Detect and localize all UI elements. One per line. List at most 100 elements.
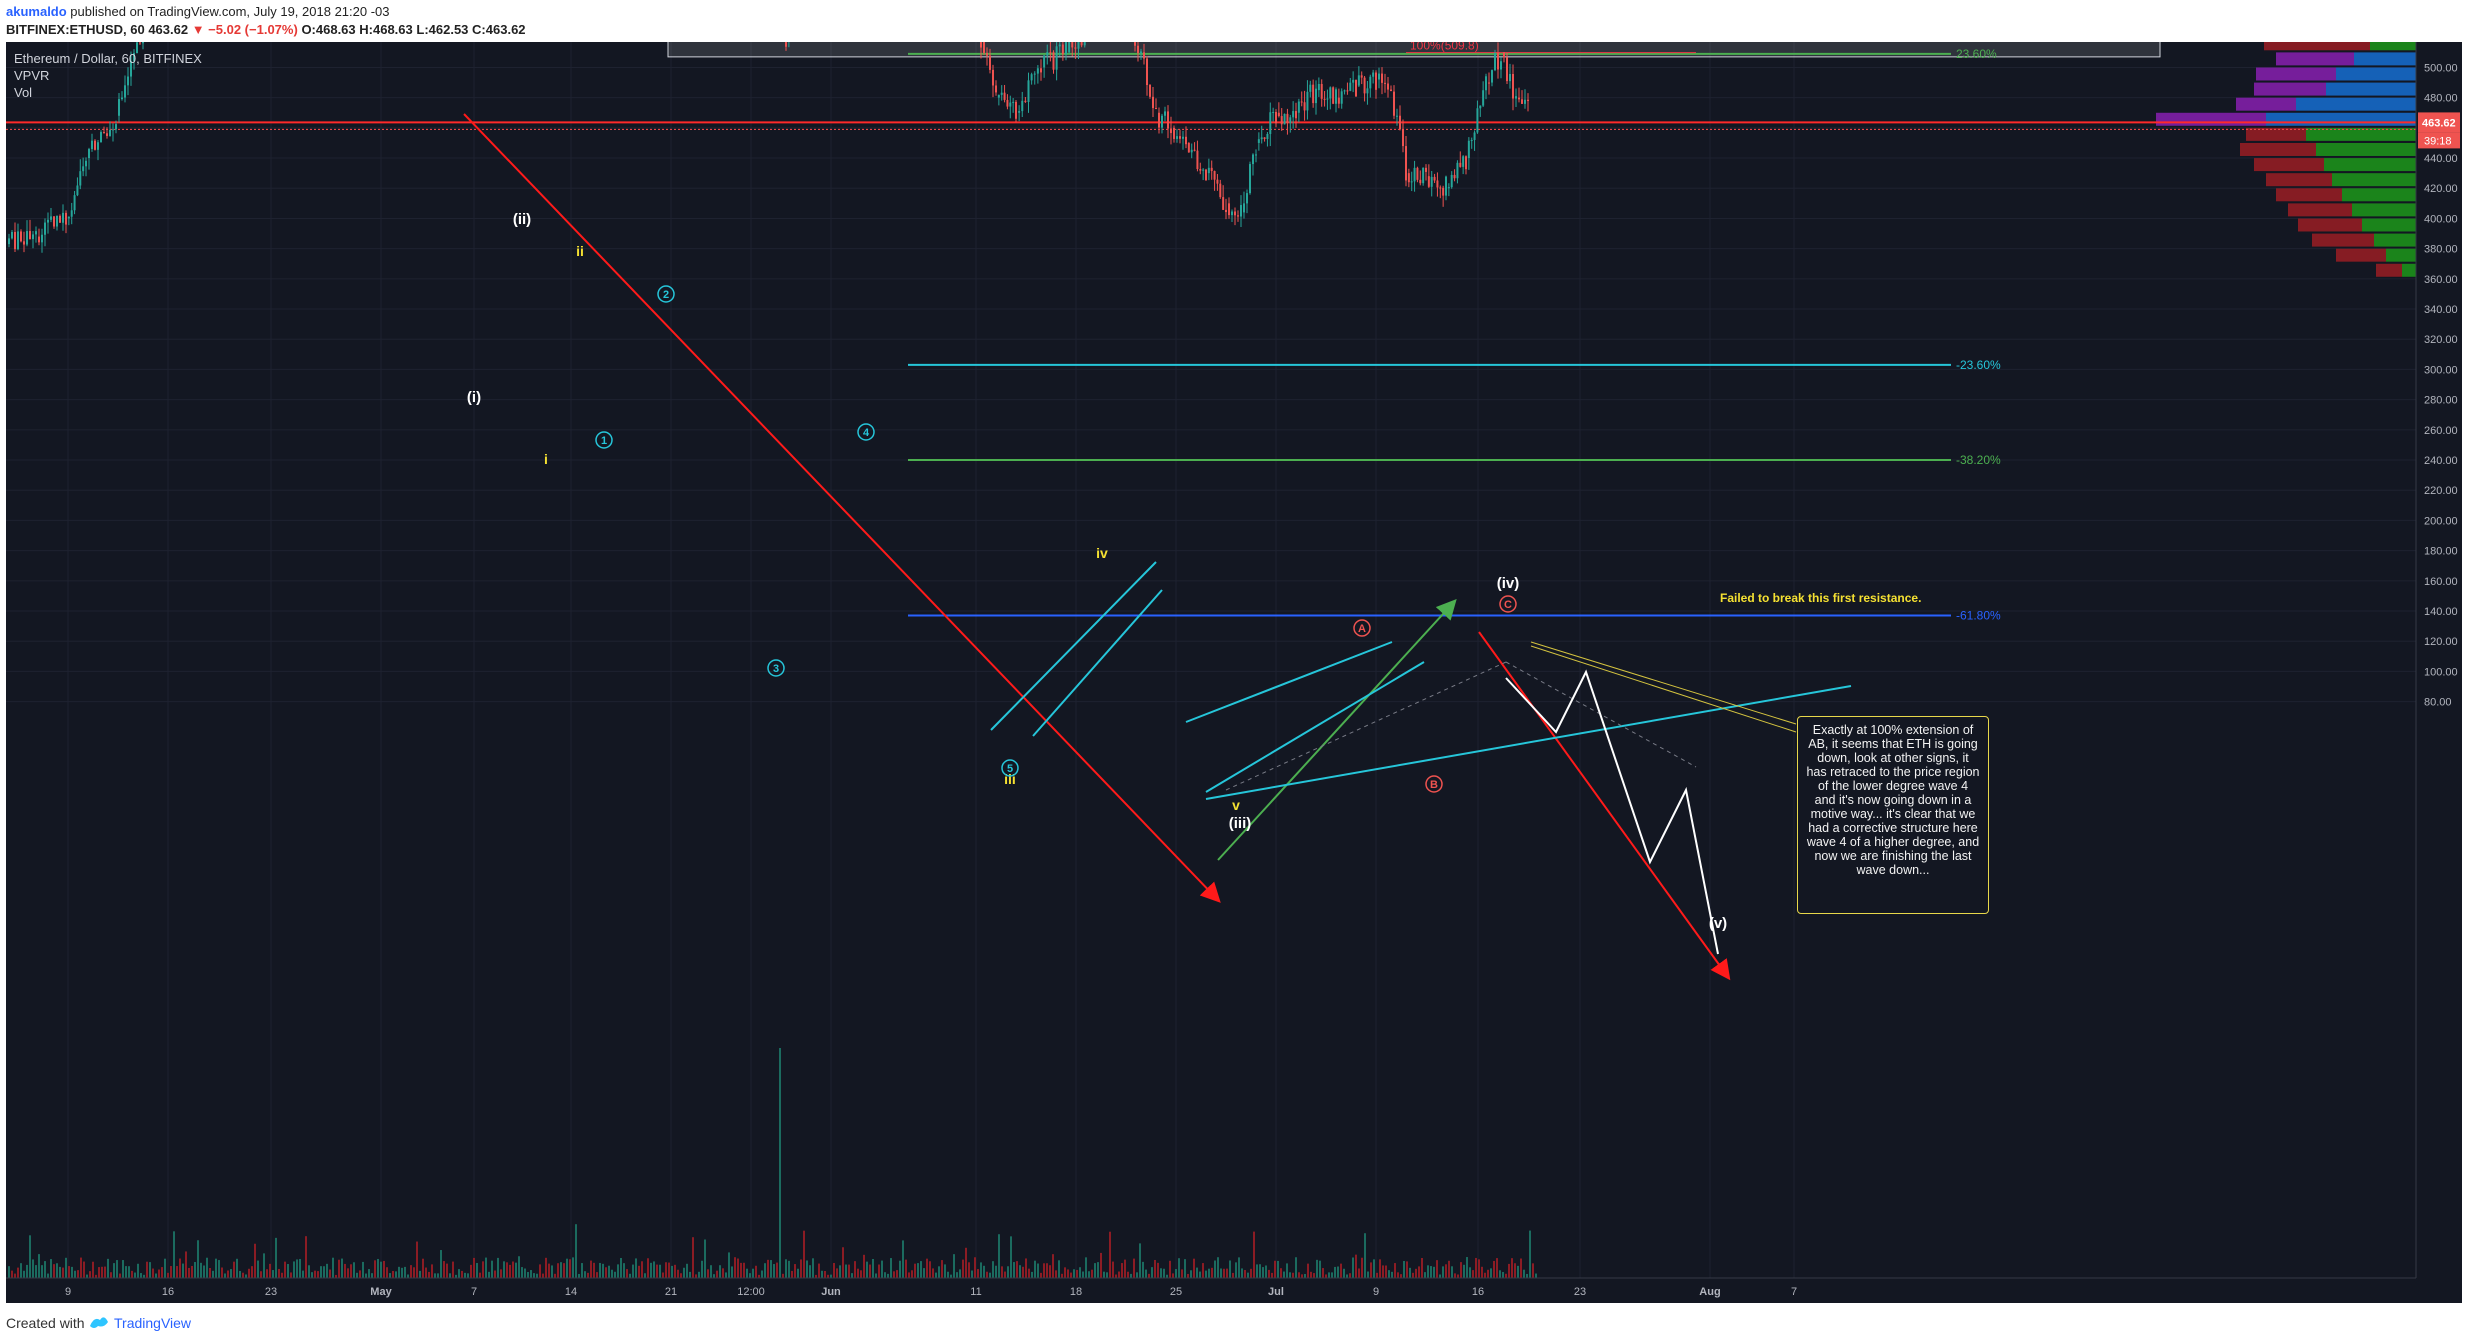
candle-body: [1246, 193, 1248, 204]
candle-body: [14, 231, 16, 250]
chart-pane[interactable]: 100.00%88.70%78.60%65.00%61.80%50.00%38.…: [6, 42, 2462, 1303]
volume-bar: [1325, 1274, 1327, 1278]
candle-body: [1074, 47, 1077, 49]
tradingview-link[interactable]: TradingView: [114, 1315, 192, 1331]
volume-bar: [908, 1272, 910, 1278]
volume-bar: [935, 1272, 937, 1278]
volume-bar: [158, 1269, 160, 1278]
candle-body: [1366, 88, 1369, 94]
candle-body: [1199, 168, 1202, 171]
volume-bar: [290, 1272, 292, 1278]
volume-bar: [617, 1264, 619, 1278]
volume-bar: [1052, 1254, 1054, 1278]
volume-bar: [50, 1259, 52, 1278]
volume-bar: [395, 1271, 397, 1278]
volume-bar: [1334, 1266, 1336, 1278]
volume-bar: [497, 1257, 499, 1278]
volume-bar: [488, 1271, 490, 1278]
volume-bar: [1262, 1267, 1264, 1278]
wave-circle-1: 1: [601, 435, 607, 447]
volume-bar: [446, 1263, 448, 1278]
volume-bar: [1037, 1263, 1039, 1278]
volume-bar: [74, 1270, 76, 1278]
volume-bar: [302, 1270, 304, 1278]
candle-body: [995, 85, 997, 93]
wave-circle-c-circle: [1499, 595, 1517, 613]
author-link[interactable]: akumaldo: [6, 4, 67, 19]
candle-body: [109, 129, 111, 136]
fib-label: -61.80%: [1956, 609, 2001, 623]
candle-body: [97, 142, 99, 150]
volume-bar: [44, 1261, 46, 1278]
volume-bar: [911, 1270, 913, 1278]
volume-bar: [176, 1266, 178, 1278]
volume-bar: [884, 1272, 886, 1278]
volume-bar: [1145, 1269, 1147, 1278]
vpvr-bar-down: [2264, 42, 2370, 51]
candle-body: [1058, 44, 1061, 47]
candle-body: [41, 234, 43, 243]
volume-bar: [1031, 1271, 1033, 1278]
ohlc-high: H:468.63: [359, 22, 412, 37]
volume-bar: [833, 1262, 835, 1278]
volume-bar: [338, 1259, 340, 1278]
candle-body: [1527, 99, 1529, 102]
volume-bar: [941, 1260, 943, 1278]
candle-body: [1052, 52, 1055, 70]
volume-bar: [857, 1268, 859, 1278]
candle-body: [1500, 61, 1502, 70]
volume-bar: [923, 1268, 925, 1278]
candle-body: [1202, 169, 1205, 171]
analysis-note[interactable]: Exactly at 100% extension of AB, it seem…: [1797, 716, 1989, 914]
legend-vol[interactable]: Vol: [14, 85, 33, 100]
volume-bar: [440, 1250, 442, 1278]
candle-body: [1170, 128, 1172, 134]
candle-body: [1152, 96, 1154, 109]
candle-body: [73, 195, 76, 211]
candle-body: [1210, 167, 1213, 172]
candle-body: [1049, 52, 1052, 54]
price-tick-label: 240.00: [2424, 455, 2458, 467]
volume-bar: [545, 1257, 547, 1278]
candle-body: [1436, 180, 1439, 188]
volume-bar: [575, 1224, 577, 1278]
volume-bar: [1151, 1267, 1153, 1278]
volume-bar: [1172, 1273, 1174, 1278]
volume-bar: [1448, 1260, 1450, 1278]
candle-body: [1470, 139, 1473, 141]
candle-body: [1343, 90, 1346, 92]
price-chart[interactable]: 100.00%88.70%78.60%65.00%61.80%50.00%38.…: [6, 42, 2462, 1303]
volume-bar: [1415, 1268, 1417, 1278]
candle-body: [1317, 84, 1320, 91]
volume-bar: [1025, 1258, 1027, 1278]
candle-body: [1292, 111, 1295, 118]
legend-vpvr[interactable]: VPVR: [14, 68, 50, 83]
candle-body: [136, 42, 138, 54]
candle-body: [1065, 42, 1067, 55]
candle-body: [67, 216, 70, 219]
volume-bar: [887, 1273, 889, 1278]
wave-iv-channel-upper: [1185, 641, 1393, 723]
candle-body: [8, 238, 10, 245]
volume-bar: [716, 1270, 718, 1278]
volume-bar: [959, 1269, 961, 1278]
candle-body: [1006, 99, 1009, 107]
time-tick-label: 11: [970, 1286, 981, 1298]
volume-bar: [566, 1258, 568, 1278]
volume-bar: [293, 1261, 295, 1278]
volume-bar: [1328, 1272, 1330, 1278]
price-tick-label: 300.00: [2424, 364, 2458, 376]
volume-bar: [509, 1264, 511, 1278]
volume-bar: [1184, 1259, 1186, 1278]
volume-bar: [1136, 1272, 1138, 1278]
candle-body: [1349, 82, 1352, 91]
volume-bar: [278, 1268, 280, 1278]
volume-bar: [1322, 1268, 1324, 1278]
volume-bar: [563, 1263, 565, 1278]
volume-bar: [86, 1274, 88, 1278]
volume-bar: [605, 1267, 607, 1278]
countdown-tag: [2418, 132, 2460, 149]
volume-bar: [539, 1264, 541, 1278]
volume-bar: [1223, 1268, 1225, 1278]
